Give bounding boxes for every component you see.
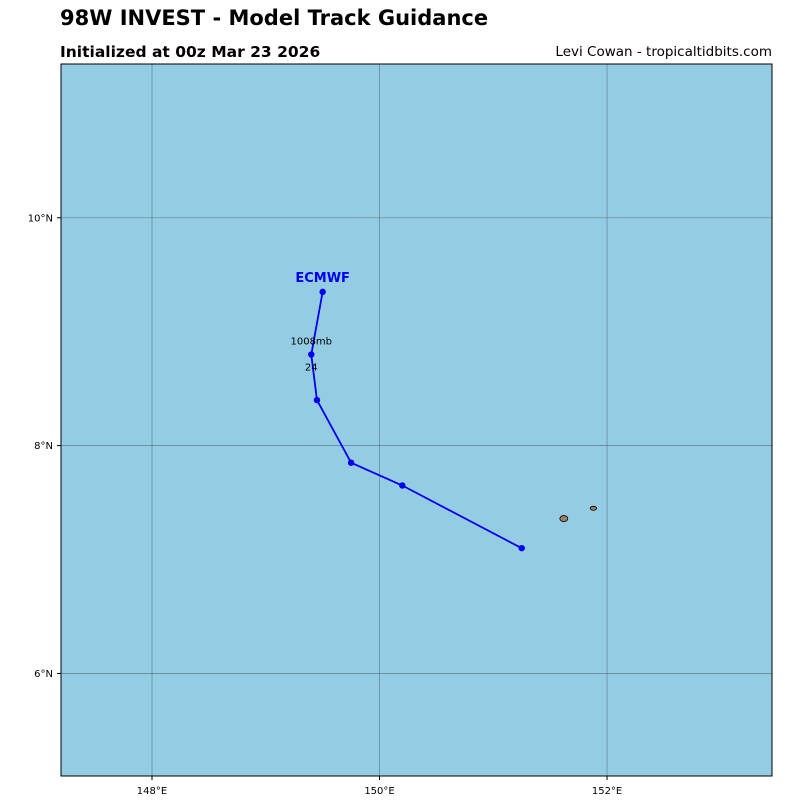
x-tick-label: 150°E [364,786,394,797]
graticule [61,64,772,776]
map-frame [60,63,773,777]
track-point[interactable] [319,288,326,296]
source-credit: Levi Cowan - tropicaltidbits.com [555,44,772,60]
y-tick-label: 10°N [28,213,53,224]
track-point[interactable] [308,351,315,358]
x-tick-label: 152°E [592,786,622,797]
model-name-label: ECMWF [295,271,350,286]
page-title: 98W INVEST - Model Track Guidance [60,6,489,30]
track-point[interactable] [399,482,406,489]
land-features [559,505,597,522]
track-point[interactable] [313,396,321,404]
island [559,515,569,522]
forecast-hour-label: 24 [305,362,318,373]
y-tick-label: 6°N [34,669,53,680]
ocean-background [61,64,772,776]
y-tick-label: 8°N [34,441,53,452]
island [589,505,597,511]
x-tick-label: 148°E [137,786,167,797]
pressure-label: 1008mb [290,336,332,347]
track-layer: 1008mb 24 ECMWF [290,271,525,552]
axis-ticks: 148°E 150°E 152°E 10°N 8°N 6°N [28,213,622,797]
track-line [310,291,523,549]
track-point[interactable] [347,459,355,466]
init-time-subtitle: Initialized at 00z Mar 23 2026 [60,43,321,61]
track-point[interactable] [518,544,525,552]
